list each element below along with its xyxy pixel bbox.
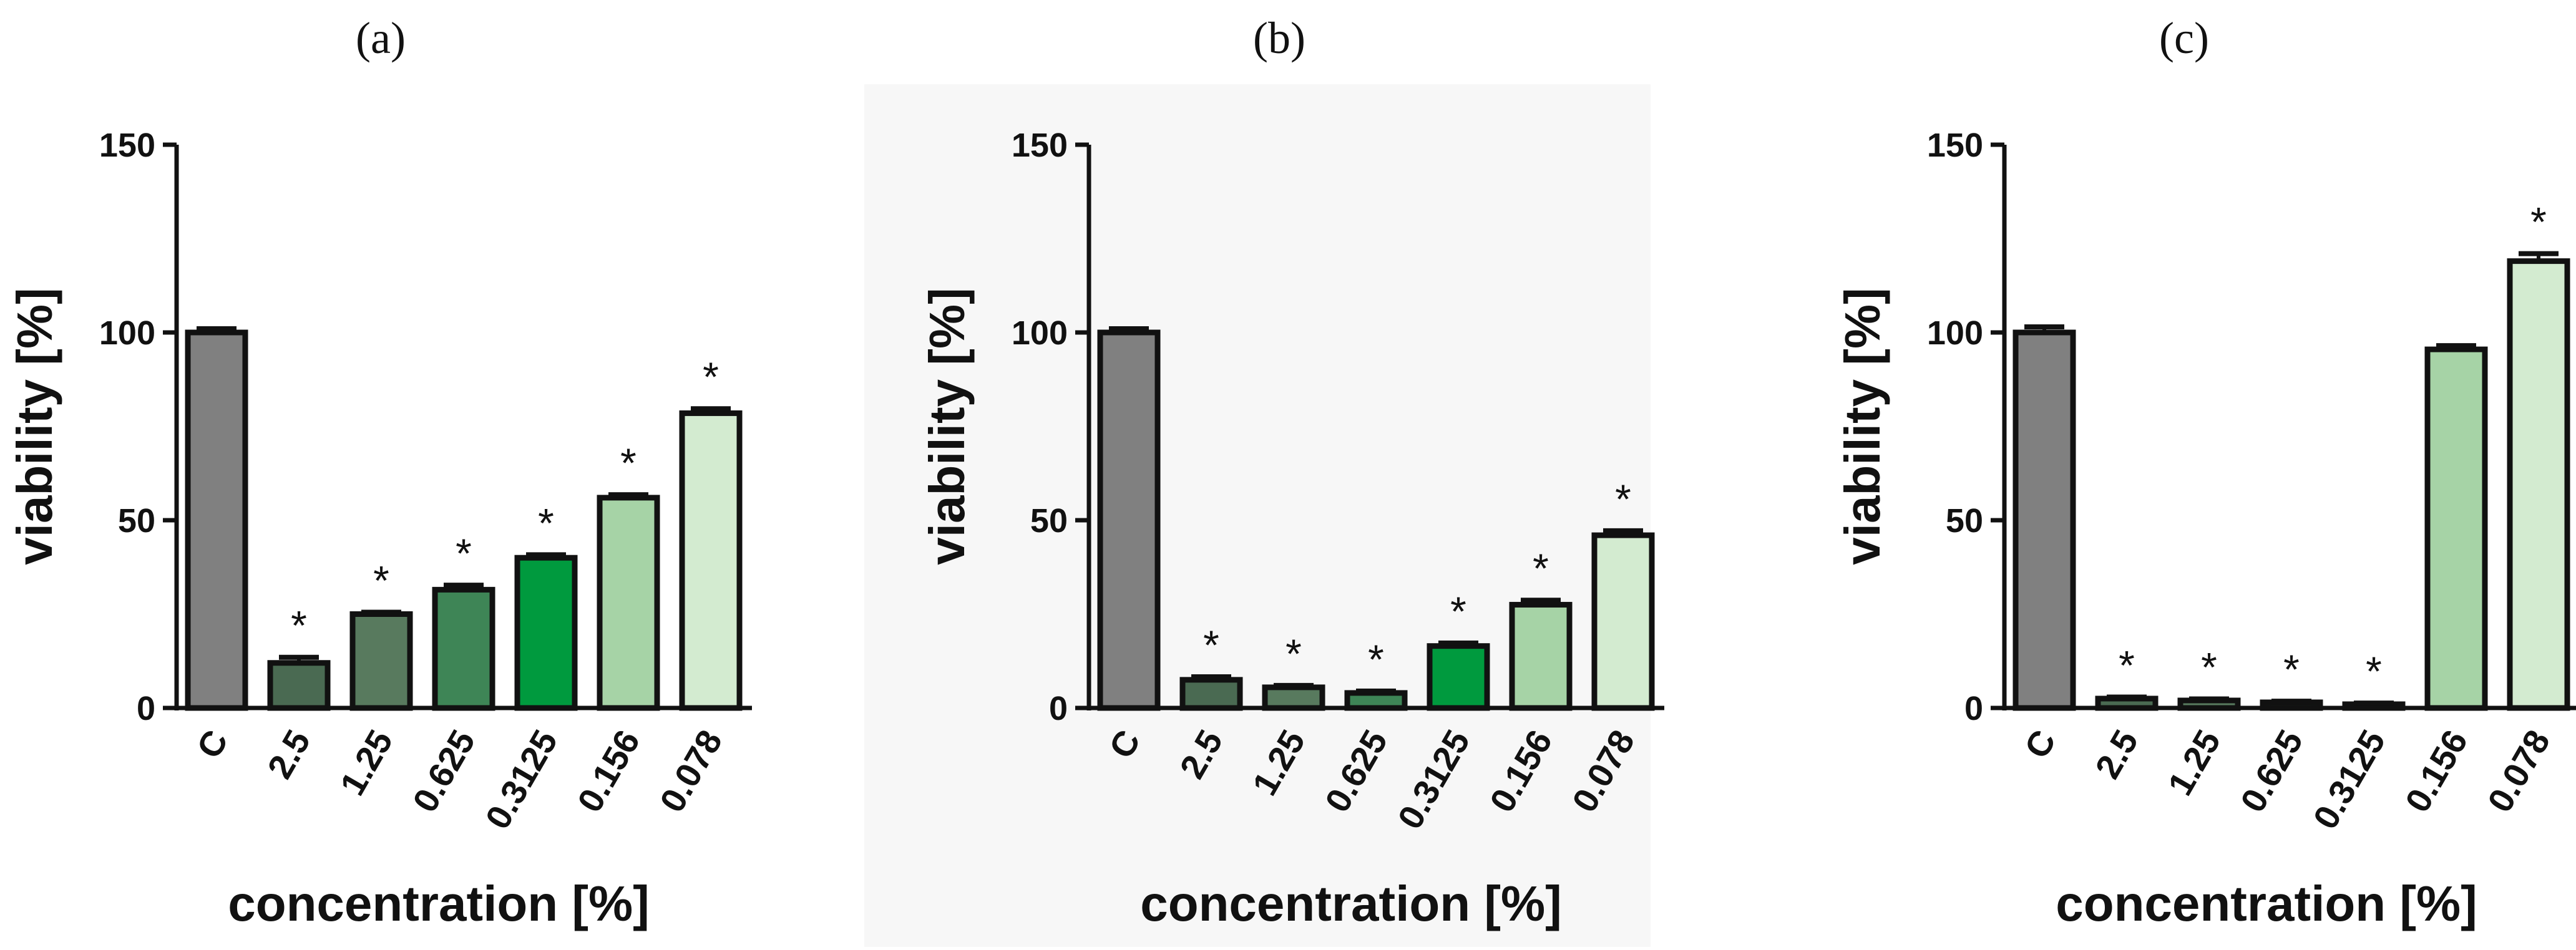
x-tick-label: 0.156 — [570, 724, 648, 819]
significance-star: * — [291, 603, 307, 649]
significance-star: * — [2530, 199, 2547, 245]
bar-0.3125 — [514, 555, 578, 711]
significance-star: * — [2366, 648, 2382, 694]
significance-star: * — [373, 557, 389, 603]
y-tick-label: 0 — [1049, 690, 1068, 727]
significance-star: * — [2201, 644, 2217, 691]
bar-C — [185, 329, 248, 711]
bar-0.156 — [597, 495, 660, 711]
y-tick-label: 50 — [1030, 502, 1068, 540]
chart-panel-c: (c) 0 50 100 150 viability [%] C * 2.5 * 1.25 * 0.62… — [1835, 13, 2576, 931]
x-tick-label: 1.25 — [332, 724, 400, 802]
x-tick-label: 0.625 — [405, 724, 483, 819]
y-tick-label: 50 — [1946, 502, 1983, 540]
x-tick-label: C — [2017, 724, 2064, 765]
bar-C — [1097, 329, 1161, 711]
panel-label: (b) — [1253, 13, 1305, 63]
x-tick-label: 2.5 — [260, 724, 318, 785]
y-tick-label: 50 — [118, 502, 155, 540]
significance-star: * — [1203, 622, 1219, 668]
chart-panel-a: (a) 0 50 100 150 viability [%] C * 2.5 * 1.25 * 0.62… — [7, 13, 752, 931]
y-tick-label: 0 — [137, 690, 155, 727]
bar-0.156 — [1509, 601, 1573, 711]
x-tick-label: 0.156 — [2398, 724, 2476, 819]
y-axis-title: viability [%] — [7, 288, 62, 565]
x-tick-label: 0.3125 — [477, 724, 565, 836]
x-tick-label: C — [189, 724, 236, 765]
significance-star: * — [703, 354, 719, 400]
x-axis-title: concentration [%] — [1140, 876, 1562, 931]
significance-star: * — [1450, 588, 1466, 634]
y-axis-title: viability [%] — [919, 288, 975, 565]
significance-star: * — [1533, 545, 1549, 591]
significance-star: * — [1286, 631, 1302, 677]
bar-0.625 — [1344, 690, 1408, 711]
bar-0.078 — [2507, 258, 2570, 711]
x-tick-label: 1.25 — [2160, 724, 2228, 802]
bar-0.078 — [679, 410, 743, 711]
y-tick-label: 100 — [1012, 314, 1068, 352]
y-tick-label: 150 — [99, 127, 155, 164]
significance-star: * — [2283, 646, 2300, 692]
panel-background — [864, 84, 1651, 947]
bar-0.625 — [432, 586, 495, 711]
y-tick-label: 0 — [1964, 690, 1983, 727]
panel-label: (c) — [2159, 13, 2209, 63]
significance-star: * — [1368, 636, 1384, 682]
y-tick-label: 150 — [1927, 127, 1983, 164]
x-tick-label: 0.078 — [652, 724, 730, 819]
x-tick-label: 0.625 — [2233, 724, 2311, 819]
bar-C — [2012, 329, 2076, 711]
bar-0.3125 — [1427, 643, 1490, 711]
significance-star: * — [538, 500, 554, 546]
x-tick-label: 0.078 — [2480, 724, 2558, 819]
significance-star: * — [456, 530, 472, 576]
bar-0.156 — [2424, 346, 2488, 711]
significance-star: * — [620, 440, 637, 486]
bar-2.5 — [267, 660, 331, 711]
bar-0.078 — [1591, 532, 1655, 711]
x-axis-title: concentration [%] — [2056, 876, 2477, 931]
bar-1.25 — [349, 611, 413, 711]
y-tick-label: 100 — [1927, 314, 1983, 352]
significance-star: * — [2119, 642, 2135, 689]
bar-2.5 — [1179, 677, 1243, 711]
significance-star: * — [1615, 476, 1631, 522]
y-axis-title: viability [%] — [1835, 288, 1890, 565]
bar-1.25 — [1262, 684, 1325, 711]
x-tick-label: 2.5 — [2087, 724, 2145, 785]
y-tick-label: 150 — [1012, 127, 1068, 164]
x-tick-label: 0.3125 — [2305, 724, 2393, 836]
x-axis-title: concentration [%] — [228, 876, 650, 931]
y-tick-label: 100 — [99, 314, 155, 352]
panel-label: (a) — [356, 13, 406, 63]
